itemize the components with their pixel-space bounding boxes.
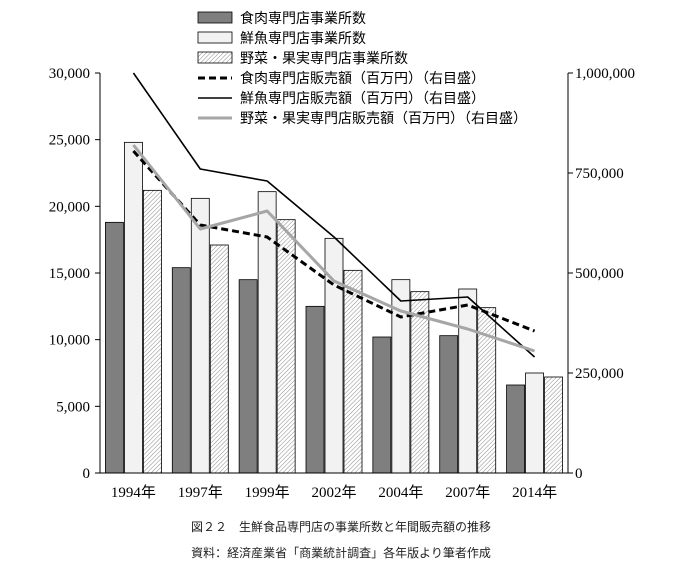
bars-layer xyxy=(105,141,563,474)
left-tick-label: 20,000 xyxy=(49,199,90,215)
lines-layer xyxy=(132,72,536,358)
series-line xyxy=(132,72,536,358)
bar xyxy=(276,219,296,474)
x-tick-label: 1994年 xyxy=(111,484,156,501)
legend-label: 野菜・果実専門店販売額（百万円）（右目盛） xyxy=(240,111,527,127)
x-tick-label: 2014年 xyxy=(512,484,557,501)
legend-swatch xyxy=(197,31,233,44)
left-tick-label: 10,000 xyxy=(49,333,90,349)
right-tick-label: 0 xyxy=(575,466,583,482)
right-tick-label: 750,000 xyxy=(575,166,624,182)
left-tick-label: 30,000 xyxy=(49,66,90,82)
bar xyxy=(544,376,563,474)
left-tick-label: 5,000 xyxy=(56,399,90,415)
bar xyxy=(305,305,325,474)
legend-label: 鮮魚専門店事業所数 xyxy=(240,31,366,47)
x-tick-label: 1997年 xyxy=(178,484,223,501)
bar xyxy=(238,279,258,474)
legend-label: 食肉専門店販売額（百万円）（右目盛） xyxy=(240,70,485,87)
bar xyxy=(506,384,525,474)
legend-label: 食肉専門店事業所数 xyxy=(240,10,366,27)
source-note: 資料：経済産業省「商業統計調査」各年版より筆者作成 xyxy=(191,545,491,560)
left-tick-label: 0 xyxy=(83,466,91,482)
bar xyxy=(343,269,363,474)
x-tick-label: 2004年 xyxy=(378,484,423,501)
legend-swatch xyxy=(197,11,233,24)
bar xyxy=(372,336,392,474)
right-tick-label: 250,000 xyxy=(575,366,624,382)
legend-swatch xyxy=(197,51,233,64)
series-line xyxy=(132,144,536,353)
bar xyxy=(105,221,124,474)
figure-caption: 図２２ 生鮮食品専門店の事業所数と年間販売額の推移 xyxy=(191,519,491,534)
bar xyxy=(190,197,210,474)
x-tick-label: 2007年 xyxy=(445,484,490,501)
bar xyxy=(257,191,277,474)
right-tick-label: 1,000,000 xyxy=(575,66,635,82)
left-tick-label: 15,000 xyxy=(49,266,90,282)
bar xyxy=(124,141,143,474)
axes-layer: 0 5,000 10,000 15,000 20,000 25,000 30,000 0 250… xyxy=(49,66,635,501)
left-tick-label: 25,000 xyxy=(49,133,90,149)
bar xyxy=(458,288,478,474)
legend: 食肉専門店事業所数鮮魚専門店事業所数野菜・果実専門店事業所数食肉専門店販売額（百… xyxy=(197,10,527,127)
series-line xyxy=(132,149,536,333)
x-tick-label: 2002年 xyxy=(311,484,356,501)
right-tick-label: 500,000 xyxy=(575,266,624,282)
bar xyxy=(439,335,459,474)
bar xyxy=(143,189,162,474)
legend-label: 鮮魚専門店販売額（百万円）（右目盛） xyxy=(240,91,485,107)
legend-label: 野菜・果実専門店事業所数 xyxy=(240,51,408,67)
bar xyxy=(209,244,229,474)
bar xyxy=(171,267,191,474)
bar xyxy=(525,372,544,474)
x-tick-label: 1999年 xyxy=(245,484,290,501)
